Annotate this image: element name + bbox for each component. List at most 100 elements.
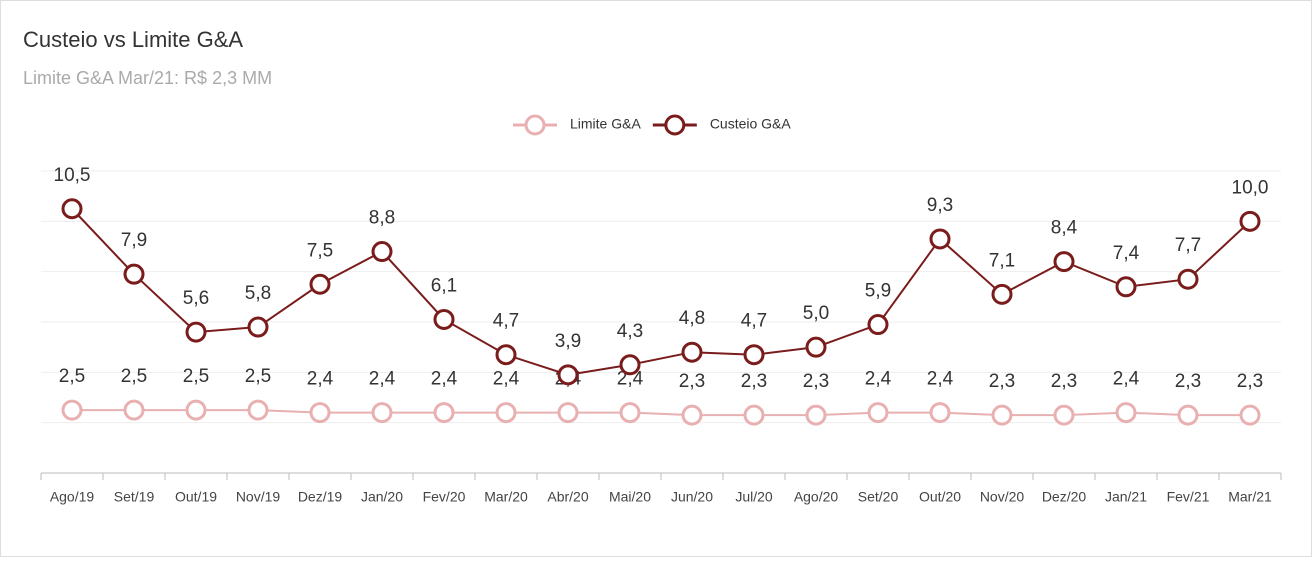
x-tick-label: Jun/20	[671, 489, 713, 505]
data-point	[433, 402, 455, 424]
data-point	[61, 399, 83, 421]
data-label: 2,3	[989, 371, 1015, 392]
data-point	[1239, 210, 1261, 232]
data-label: 8,4	[1051, 218, 1078, 239]
data-label: 3,9	[555, 331, 581, 352]
data-label: 10,5	[54, 165, 91, 186]
data-label: 7,1	[989, 250, 1015, 271]
x-tick-label: Out/19	[175, 489, 217, 505]
data-point	[557, 402, 579, 424]
data-label: 2,4	[617, 369, 644, 390]
x-tick-label: Nov/19	[236, 489, 281, 505]
data-point	[1115, 402, 1137, 424]
series-line	[71, 208, 1251, 376]
data-point	[805, 404, 827, 426]
x-tick-label: Nov/20	[980, 489, 1025, 505]
data-point	[929, 402, 951, 424]
data-label: 2,4	[307, 369, 334, 390]
data-label: 5,8	[245, 283, 271, 304]
data-point	[619, 354, 641, 376]
data-label: 2,4	[493, 369, 520, 390]
x-tick-label: Fev/21	[1167, 489, 1210, 505]
data-point	[867, 314, 889, 336]
data-label: 2,5	[245, 366, 271, 387]
data-point	[991, 404, 1013, 426]
data-label: 2,3	[1237, 371, 1263, 392]
data-point	[1115, 276, 1137, 298]
data-point	[371, 402, 393, 424]
legend-marker	[524, 114, 546, 136]
data-point	[805, 336, 827, 358]
x-tick-label: Jan/20	[361, 489, 403, 505]
data-label: 5,6	[183, 288, 209, 309]
data-label: 2,5	[59, 366, 85, 387]
data-label: 4,3	[617, 321, 643, 342]
data-point	[247, 316, 269, 338]
data-label: 4,7	[493, 311, 519, 332]
data-label: 7,9	[121, 230, 147, 251]
data-point	[557, 364, 579, 386]
data-point	[1177, 404, 1199, 426]
data-label: 2,3	[679, 371, 705, 392]
legend-label: Limite G&A	[570, 116, 641, 132]
data-point	[123, 263, 145, 285]
x-tick-label: Jul/20	[735, 489, 773, 505]
data-label: 8,8	[369, 208, 395, 229]
data-point	[1177, 268, 1199, 290]
data-point	[495, 344, 517, 366]
data-point	[1239, 404, 1261, 426]
data-label: 2,4	[927, 369, 954, 390]
data-label: 2,4	[865, 369, 892, 390]
data-label: 2,4	[369, 369, 396, 390]
data-label: 2,4	[1113, 369, 1140, 390]
data-point	[61, 198, 83, 220]
chart-subtitle: Limite G&A Mar/21: R$ 2,3 MM	[23, 68, 272, 88]
data-point	[371, 241, 393, 263]
data-label: 7,7	[1175, 235, 1201, 256]
data-label: 4,8	[679, 308, 705, 329]
data-label: 7,4	[1113, 243, 1140, 264]
data-label: 7,5	[307, 240, 333, 261]
data-label: 2,3	[1051, 371, 1077, 392]
data-point	[1053, 404, 1075, 426]
data-label: 2,5	[183, 366, 209, 387]
x-tick-label: Fev/20	[423, 489, 466, 505]
x-tick-label: Out/20	[919, 489, 961, 505]
data-point	[185, 321, 207, 343]
data-label: 5,9	[865, 281, 891, 302]
data-point	[123, 399, 145, 421]
data-point	[247, 399, 269, 421]
data-label: 5,0	[803, 303, 829, 324]
x-tick-label: Abr/20	[547, 489, 588, 505]
x-tick-label: Mar/20	[484, 489, 528, 505]
chart-title: Custeio vs Limite G&A	[23, 27, 243, 52]
x-tick-label: Set/19	[114, 489, 155, 505]
data-point	[1053, 251, 1075, 273]
data-point	[681, 341, 703, 363]
data-point	[495, 402, 517, 424]
x-tick-label: Jan/21	[1105, 489, 1147, 505]
data-label: 2,3	[803, 371, 829, 392]
data-point	[743, 344, 765, 366]
data-label: 2,3	[1175, 371, 1201, 392]
data-point	[991, 283, 1013, 305]
data-point	[681, 404, 703, 426]
data-label: 10,0	[1232, 177, 1269, 198]
data-point	[929, 228, 951, 250]
legend-label: Custeio G&A	[710, 116, 792, 132]
x-tick-label: Ago/19	[50, 489, 95, 505]
data-label: 2,4	[431, 369, 458, 390]
data-label: 2,3	[741, 371, 767, 392]
data-point	[309, 402, 331, 424]
data-label: 6,1	[431, 275, 457, 296]
data-point	[867, 402, 889, 424]
data-point	[185, 399, 207, 421]
data-label: 2,5	[121, 366, 147, 387]
legend-marker	[664, 114, 686, 136]
x-tick-label: Ago/20	[794, 489, 839, 505]
x-tick-label: Dez/20	[1042, 489, 1087, 505]
data-point	[433, 308, 455, 330]
x-tick-label: Mar/21	[1228, 489, 1272, 505]
